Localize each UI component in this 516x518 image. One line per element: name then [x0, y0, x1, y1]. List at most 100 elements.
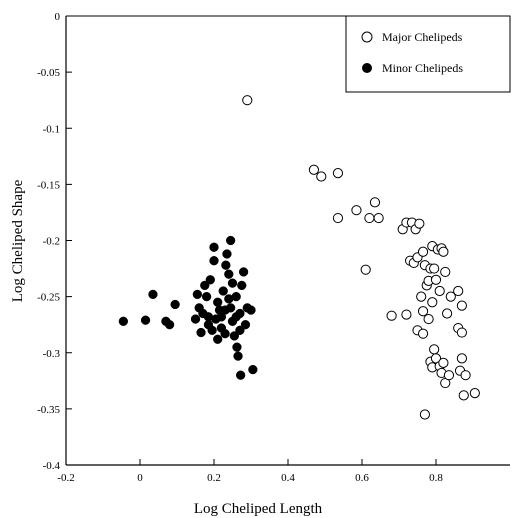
minor-cheliped-point — [231, 291, 241, 302]
x-tick-label: 0 — [137, 472, 143, 484]
minor-cheliped-point — [200, 280, 210, 291]
minor-cheliped-point — [238, 267, 249, 277]
major-cheliped-point — [434, 285, 445, 297]
major-cheliped-point — [417, 306, 429, 317]
y-tick-label: -0.25 — [37, 292, 60, 304]
major-cheliped-point — [445, 291, 456, 302]
x-tick-label: 0.4 — [281, 472, 295, 484]
major-cheliped-point — [442, 308, 453, 319]
major-cheliped-point — [419, 409, 430, 420]
x-tick-label: -0.2 — [57, 472, 74, 484]
data-markers — [118, 95, 480, 420]
major-cheliped-point — [414, 218, 425, 229]
major-cheliped-point — [369, 197, 381, 208]
legend-marker-minor — [362, 63, 372, 73]
minor-cheliped-point — [235, 325, 245, 335]
minor-cheliped-point — [221, 260, 231, 270]
y-axis-ticks: 0 -0.05 -0.1 -0.15 -0.2 -0.25 -0.3 -0.35 -0.4 — [37, 11, 72, 472]
y-tick-label: -0.15 — [37, 179, 60, 191]
minor-cheliped-point — [226, 235, 236, 246]
major-cheliped-point — [308, 164, 319, 175]
x-axis-title: Log Cheliped Length — [194, 501, 323, 517]
major-cheliped-point — [438, 357, 449, 368]
major-cheliped-point — [443, 370, 455, 381]
minor-cheliped-point — [229, 331, 240, 341]
legend: Major Chelipeds Minor Chelipeds — [345, 15, 511, 93]
y-tick-label: -0.4 — [43, 460, 61, 472]
major-cheliped-point — [416, 291, 427, 302]
y-tick-label: -0.3 — [43, 348, 61, 360]
minor-cheliped-point — [196, 327, 206, 338]
y-axis-title: Log Cheliped Shape — [10, 179, 26, 302]
minor-cheliped-point — [203, 312, 214, 322]
minor-cheliped-point — [140, 315, 151, 325]
minor-cheliped-point — [248, 364, 258, 375]
minor-cheliped-point — [164, 320, 175, 330]
minor-cheliped-point — [190, 314, 201, 324]
minor-cheliped-point — [227, 278, 238, 288]
minor-cheliped-point — [233, 351, 243, 361]
legend-marker-major — [361, 31, 373, 43]
major-cheliped-point — [438, 246, 449, 257]
x-tick-label: 0.8 — [429, 472, 443, 484]
minor-cheliped-point — [213, 297, 223, 307]
minor-cheliped-point — [170, 299, 180, 310]
minor-cheliped-point — [237, 280, 247, 291]
x-tick-label: 0.6 — [355, 472, 369, 484]
minor-cheliped-point — [192, 289, 203, 300]
major-cheliped-point — [242, 95, 253, 106]
legend-label-minor: Minor Chelipeds — [382, 61, 463, 75]
y-tick-label: 0 — [55, 11, 61, 23]
major-cheliped-point — [430, 274, 442, 285]
minor-cheliped-point — [222, 249, 232, 259]
major-cheliped-point — [332, 168, 344, 179]
major-cheliped-point — [429, 263, 440, 274]
minor-cheliped-point — [246, 305, 256, 315]
minor-cheliped-point — [209, 256, 219, 266]
major-cheliped-point — [332, 212, 344, 224]
minor-cheliped-point — [224, 269, 234, 279]
major-cheliped-point — [423, 313, 434, 325]
minor-cheliped-point — [209, 242, 219, 252]
minor-cheliped-point — [220, 305, 230, 315]
major-cheliped-point — [456, 353, 467, 364]
minor-cheliped-point — [218, 286, 228, 296]
major-cheliped-point — [458, 390, 469, 401]
major-cheliped-point — [417, 246, 429, 257]
minor-cheliped-point — [240, 320, 251, 330]
minor-cheliped-point — [220, 329, 230, 339]
major-cheliped-point — [440, 266, 451, 278]
minor-cheliped-point — [201, 291, 212, 302]
x-axis-ticks: -0.2 0 0.2 0.4 0.6 0.8 — [57, 459, 443, 484]
minor-cheliped-point — [235, 370, 246, 380]
minor-cheliped-point — [207, 325, 217, 335]
major-cheliped-point — [316, 171, 327, 182]
major-cheliped-point — [360, 264, 371, 275]
minor-cheliped-point — [148, 289, 158, 300]
y-tick-label: -0.1 — [43, 123, 60, 135]
major-cheliped-point — [453, 285, 464, 297]
major-cheliped-point — [427, 297, 438, 308]
major-cheliped-point — [429, 344, 440, 355]
minor-cheliped-point — [213, 334, 223, 344]
major-cheliped-point — [456, 327, 467, 338]
x-tick-label: 0.2 — [207, 472, 221, 484]
y-tick-label: -0.2 — [43, 236, 60, 248]
y-tick-label: -0.35 — [37, 404, 60, 416]
minor-cheliped-point — [118, 316, 128, 326]
major-cheliped-point — [456, 300, 467, 311]
major-cheliped-point — [364, 212, 375, 224]
legend-box — [345, 15, 511, 93]
minor-cheliped-point — [232, 342, 242, 352]
major-cheliped-point — [373, 212, 384, 224]
major-cheliped-point — [351, 205, 362, 216]
major-cheliped-point — [460, 370, 471, 381]
y-tick-label: -0.05 — [37, 67, 60, 79]
major-cheliped-point — [417, 328, 429, 339]
major-cheliped-point — [469, 388, 480, 399]
minor-cheliped-point — [205, 275, 215, 285]
legend-label-major: Major Chelipeds — [382, 30, 463, 44]
major-cheliped-point — [386, 310, 397, 321]
major-cheliped-point — [401, 309, 412, 320]
